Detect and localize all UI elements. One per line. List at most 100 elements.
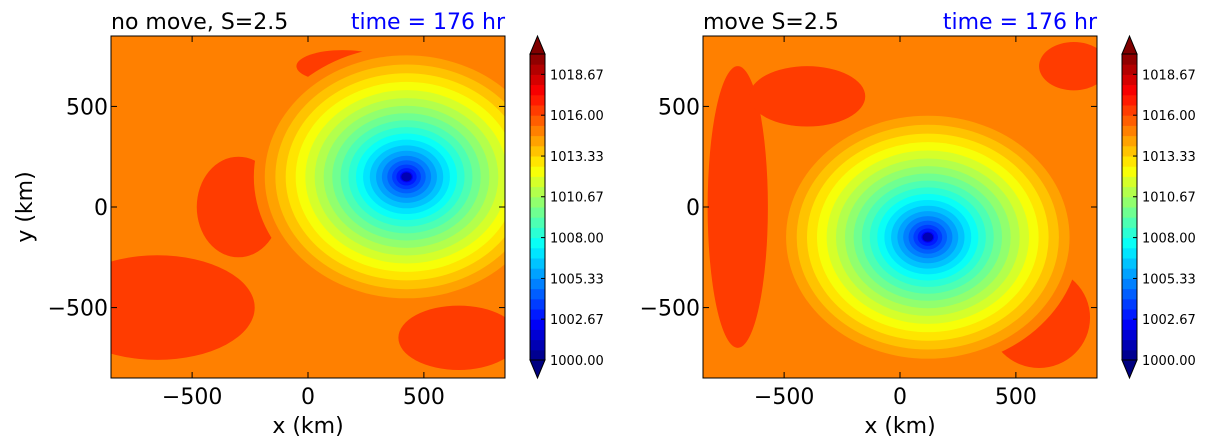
colorbar-segment: [530, 319, 545, 330]
colorbar-segment: [530, 258, 545, 269]
x-tick-label: 0: [893, 385, 907, 410]
colorbar-segment: [530, 84, 545, 96]
colorbar-tick-label: 1018.67: [550, 68, 604, 83]
colorbar-segment: [530, 298, 545, 310]
colorbar-segment: [1122, 268, 1137, 279]
colorbar-tick-label: 1018.67: [1142, 68, 1196, 83]
colorbar-tick-label: 1013.33: [1142, 150, 1196, 165]
x-tick-label: 500: [403, 385, 445, 410]
pressure-blob: [707, 66, 768, 348]
pressure-blob: [398, 305, 505, 370]
colorbar-tick-label: 1016.00: [1142, 109, 1196, 124]
colorbar-segment: [1122, 135, 1137, 147]
colorbar-segment: [530, 237, 545, 249]
colorbar-segment: [530, 196, 545, 208]
colorbar-segment: [1122, 247, 1137, 259]
right-x-axis-label: x (km): [864, 414, 935, 439]
colorbar-segment: [530, 247, 545, 259]
colorbar-segment: [1122, 288, 1137, 300]
colorbar-segment: [530, 135, 545, 147]
x-tick-label: −500: [162, 385, 222, 410]
colorbar-segment: [530, 278, 545, 290]
colorbar-segment: [1122, 217, 1137, 228]
colorbar-tick-label: 1010.67: [550, 191, 604, 206]
left-y-axis-label: y (km): [13, 171, 38, 242]
colorbar-segment: [1122, 176, 1137, 188]
right-panel: move S=2.5 time = 176 hr −500 0 500 −500 0 5…: [640, 10, 1196, 439]
colorbar-segment: [530, 74, 545, 86]
right-colorbar: 1000.00 1002.67 1005.33 1008.00 1010.67 1013.…: [1121, 34, 1196, 380]
colorbar-segment: [530, 207, 545, 218]
left-colorbar: 1000.00 1002.67 1005.33 1008.00 1010.67 1013.…: [529, 34, 604, 380]
colorbar-segment: [530, 166, 545, 177]
colorbar-frame: [529, 53, 546, 361]
colorbar-segment: [1122, 74, 1137, 86]
colorbar-tick-label: 1016.00: [550, 109, 604, 124]
colorbar-tick-label: 1008.00: [1142, 232, 1196, 247]
colorbar-segment: [1122, 237, 1137, 249]
pressure-blob: [1039, 42, 1097, 91]
right-title: move S=2.5: [703, 10, 839, 35]
colorbar-segment: [530, 329, 545, 341]
colorbar-tick-label: 1002.67: [1142, 313, 1196, 328]
colorbar-tick-label: 1000.00: [550, 354, 604, 369]
left-y-ticks: −500 0 500: [48, 95, 505, 322]
right-y-ticks: −500 0 500: [640, 95, 1097, 322]
colorbar-segment: [1122, 339, 1137, 351]
colorbar-tick-label: 1008.00: [550, 232, 604, 247]
colorbar-segment: [530, 125, 545, 137]
colorbar-segment: [530, 309, 545, 320]
y-tick-label: 0: [686, 196, 700, 221]
colorbar-segment: [530, 176, 545, 188]
left-x-axis-label: x (km): [272, 414, 343, 439]
left-panel: no move, S=2.5 time = 176 hr −500 0 500 −5…: [13, 10, 604, 439]
colorbar-extend-min: [1121, 359, 1138, 380]
colorbar-segment: [1122, 145, 1137, 157]
right-heatmap: [703, 36, 1097, 378]
colorbar-segment: [1122, 196, 1137, 208]
y-tick-label: 0: [94, 196, 108, 221]
colorbar-segment: [1122, 94, 1137, 106]
colorbar-segment: [530, 64, 545, 75]
colorbar-segment: [1122, 207, 1137, 218]
pressure-contour: [922, 232, 934, 242]
colorbar-segment: [1122, 319, 1137, 330]
colorbar-segment: [530, 54, 545, 65]
colorbar-segment: [530, 288, 545, 300]
left-heatmap: [111, 36, 505, 378]
colorbar-segment: [1122, 54, 1137, 65]
colorbar-segment: [530, 349, 545, 361]
y-tick-label: 500: [658, 95, 700, 120]
colorbar-segment: [1122, 64, 1137, 75]
colorbar-segment: [1122, 227, 1137, 239]
x-tick-label: 0: [301, 385, 315, 410]
colorbar-segment: [1122, 125, 1137, 137]
colorbar-segment: [530, 145, 545, 157]
colorbar-segment: [530, 217, 545, 228]
left-title: no move, S=2.5: [111, 10, 288, 35]
colorbar-segment: [530, 105, 545, 116]
colorbar-tick-label: 1013.33: [550, 150, 604, 165]
pressure-blob: [111, 255, 255, 360]
colorbar-segment: [530, 227, 545, 239]
colorbar-segment: [1122, 105, 1137, 116]
x-tick-label: −500: [754, 385, 814, 410]
colorbar-extend-max: [529, 34, 546, 55]
y-tick-label: −500: [48, 297, 108, 322]
colorbar-frame: [1121, 53, 1138, 361]
colorbar-segment: [1122, 84, 1137, 96]
pressure-blob: [749, 66, 866, 127]
colorbar-segment: [1122, 156, 1137, 167]
pressure-contour: [401, 172, 412, 182]
y-tick-label: 500: [66, 95, 108, 120]
colorbar-extend-max: [1121, 34, 1138, 55]
colorbar-segment: [530, 186, 545, 198]
colorbar-segment: [1122, 309, 1137, 320]
colorbar-segment: [1122, 278, 1137, 290]
left-x-ticks: −500 0 500: [162, 36, 445, 410]
colorbar-tick-label: 1002.67: [550, 313, 604, 328]
colorbar-segment: [1122, 349, 1137, 361]
colorbar-segment: [1122, 329, 1137, 341]
x-tick-label: 500: [995, 385, 1037, 410]
